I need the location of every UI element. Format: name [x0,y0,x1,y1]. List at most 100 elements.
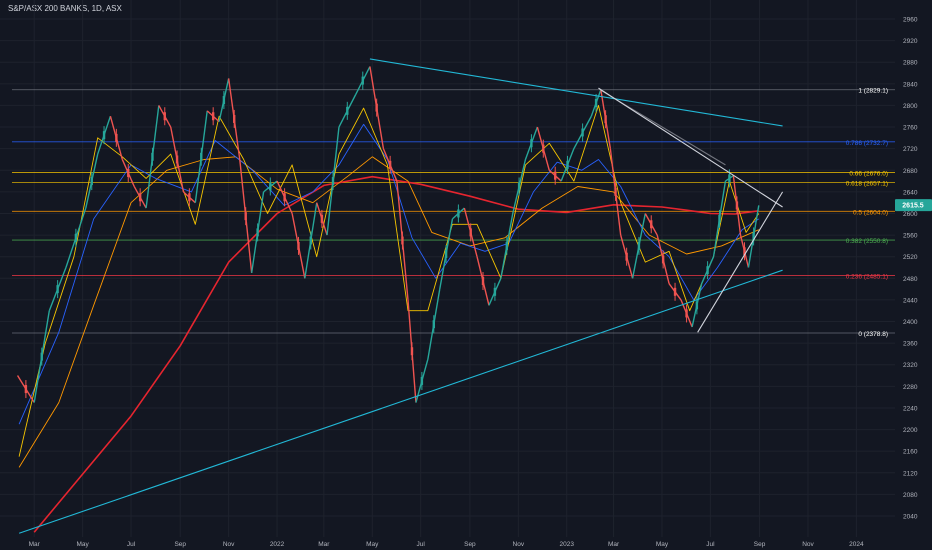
time-tick-label: Jul [417,541,426,548]
price-candle [530,139,533,148]
price-tick-label: 2800 [903,103,918,110]
price-axis-background [895,0,932,550]
price-tick-label: 2240 [903,405,918,412]
price-candle [388,160,392,169]
time-tick-label: Mar [318,541,330,548]
price-candle [283,193,286,202]
price-axis[interactable]: 2040 2080 2120 2160 2200 2240 2280 2320 2360 2400… [895,0,932,550]
triangle-lower [697,191,784,333]
price-candle [420,376,424,385]
price-candle [661,255,665,264]
price-tick-label: 2560 [903,233,918,240]
price-candle [735,201,739,210]
price-tick-label: 2600 [903,211,918,218]
triangle-upper [598,87,783,208]
price-candle [481,277,485,286]
price-candle [554,171,557,180]
price-candle [401,236,404,245]
price-candle [685,309,688,318]
price-series [16,66,760,403]
upper-trendline [369,58,783,127]
price-candle [138,193,142,202]
price-tick-label: 2040 [903,514,918,521]
price-candle [74,233,78,242]
last-price-marker: 2615.5 [895,199,932,212]
price-tick-label: 2480 [903,276,918,283]
fib-level-label: 0.618 (2657.1) [846,181,888,188]
price-candle [331,177,335,186]
price-candle [361,76,364,85]
fibonacci-retracement[interactable] [12,89,895,334]
price-tick-label: 2120 [903,470,918,477]
price-candle [695,301,699,310]
price-candle [444,249,448,258]
price-candle [297,241,300,250]
price-candle [188,193,191,202]
price-candle [718,214,721,223]
price-candle [673,287,677,296]
price-candle [410,347,414,356]
time-tick-label: May [76,541,89,548]
price-tick-label: 2280 [903,384,918,391]
fib-level-label: 1 (2829.1) [858,88,888,95]
price-tick-label: 2760 [903,125,918,132]
price-tick-label: 2320 [903,362,918,369]
time-tick-label: Nov [223,541,235,548]
price-candle [542,144,545,153]
price-tick-label: 2920 [903,38,918,45]
fib-level-label: 0.382 (2550.8) [846,238,888,245]
price-candle [650,220,653,229]
time-tick-label: Nov [802,541,814,548]
price-tick-label: 2200 [903,427,918,434]
time-tick-label: Sep [464,541,476,548]
price-candle [594,99,598,108]
price-candle [581,128,584,137]
price-candle [320,214,324,223]
time-tick-label: 2024 [849,541,864,548]
fib-labels: 1 (2829.1) 0.786 (2732.7) 0.66 (2676.0) 0.6… [846,88,888,338]
price-candle [211,112,215,121]
price-tick-label: 2720 [903,146,918,153]
last-price-badge [895,199,932,212]
price-candle [151,152,154,161]
ma-50-line [18,123,760,425]
chart-title: S&P/ASX 200 BANKS, 1D, ASX [8,4,122,13]
price-candle [346,106,349,115]
time-tick-label: May [366,541,379,548]
gridlines [0,0,895,537]
price-tick-label: 2080 [903,492,918,499]
time-tick-label: 2023 [559,541,574,548]
price-tick-label: 2960 [903,17,918,24]
price-candle [244,212,247,221]
price-candle [90,177,93,186]
price-candle [24,385,28,394]
time-tick-label: Mar [29,541,41,548]
price-tick-label: 2680 [903,168,918,175]
price-candle [637,241,641,250]
price-candle [40,352,43,361]
time-tick-label: Sep [174,541,186,548]
price-candle [566,160,569,169]
price-tick-label: 2400 [903,319,918,326]
price-candle [505,241,509,250]
time-tick-label: 2022 [270,541,285,548]
time-tick-label: Mar [608,541,620,548]
fib-level-label: 0.66 (2676.0) [849,170,888,177]
fib-level-label: 0.236 (2485.1) [846,274,888,281]
time-tick-label: Sep [754,541,766,548]
time-tick-label: Nov [513,541,525,548]
price-tick-label: 2640 [903,189,918,196]
trend-lines[interactable] [18,58,784,534]
last-price-value: 2615.5 [902,203,924,210]
price-candle [102,131,106,140]
time-axis[interactable]: Mar May Jul Sep Nov 2022 Mar May Jul Sep Nov 2023 Ma… [0,537,932,550]
channel-mid [600,89,726,166]
time-tick-label: Jul [706,541,715,548]
price-candle [743,247,746,256]
price-candle [625,252,628,261]
price-candle [469,228,472,237]
price-tick-label: 2520 [903,254,918,261]
time-tick-label: May [656,541,669,548]
price-candle [222,96,226,105]
